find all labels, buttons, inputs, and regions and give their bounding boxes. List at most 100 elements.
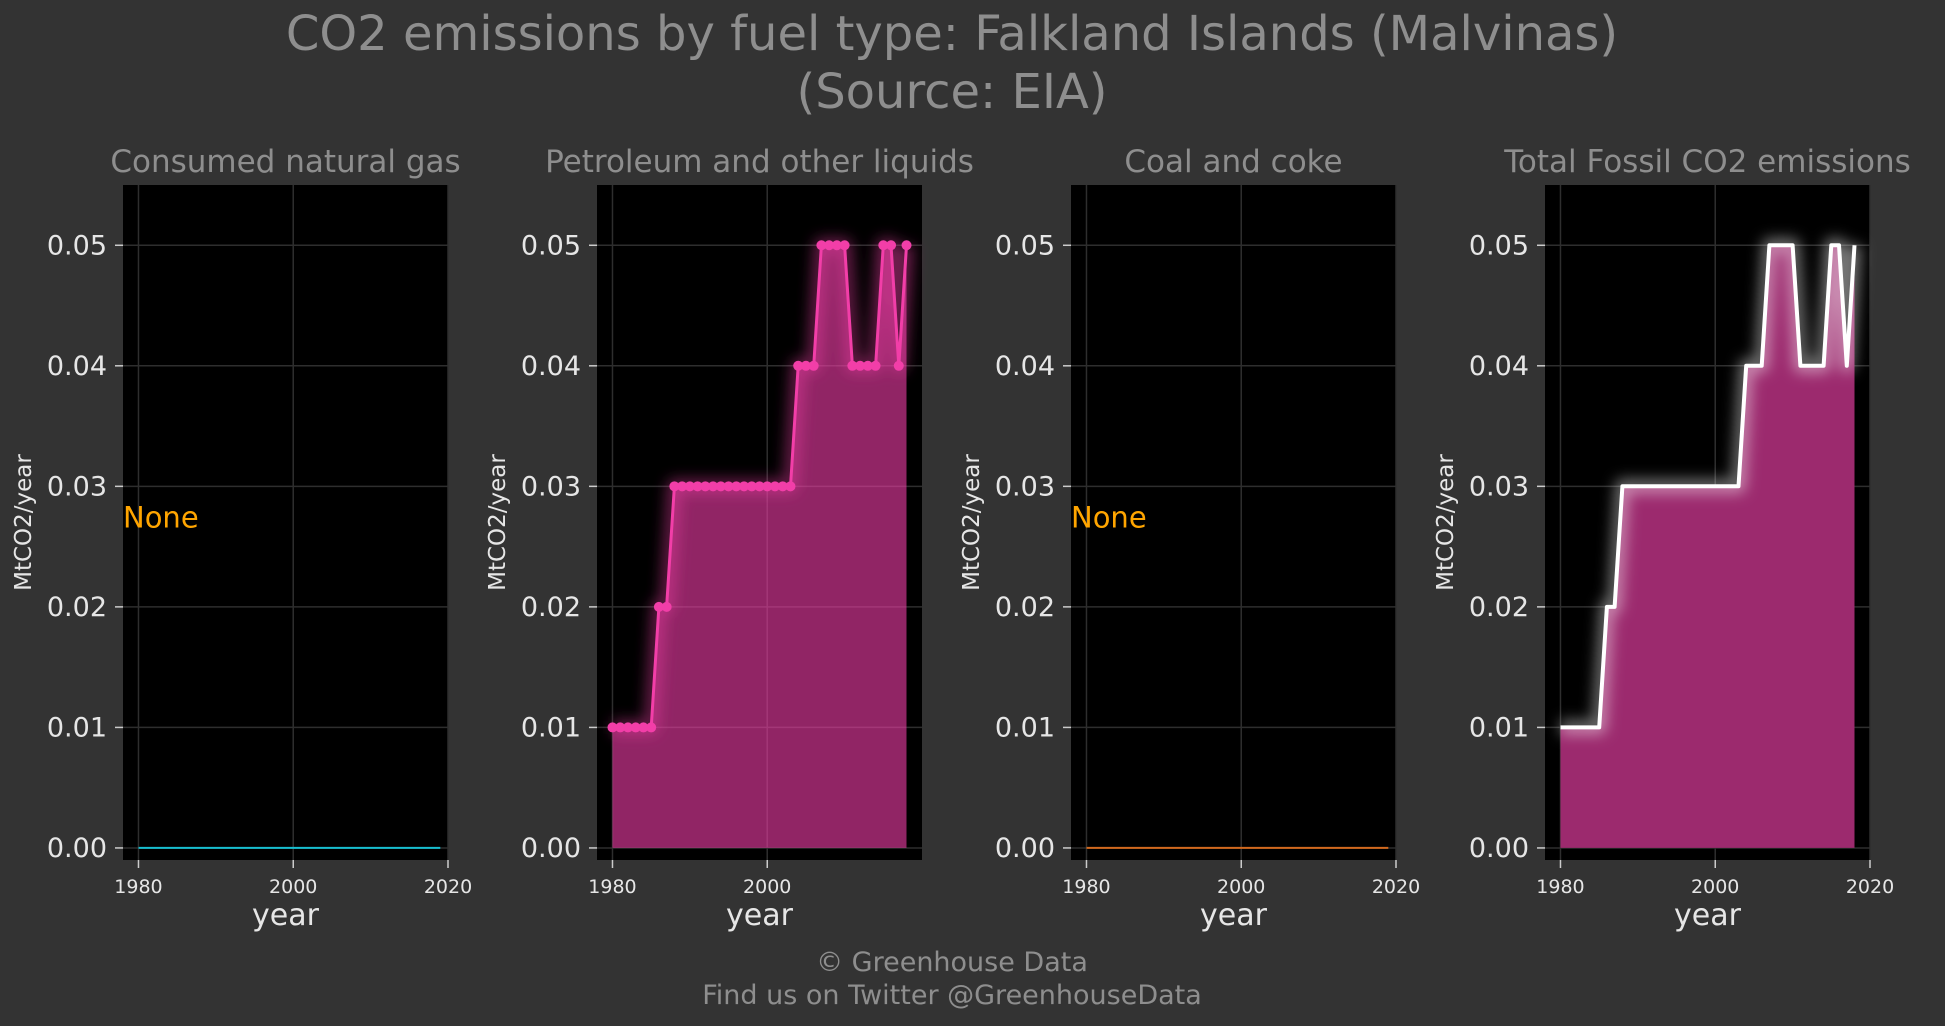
data-point	[878, 240, 889, 251]
data-point	[630, 722, 641, 733]
y-tick-label: 0.04	[521, 351, 581, 382]
x-tick-label: 1980	[588, 876, 636, 898]
data-point	[739, 481, 750, 492]
data-point	[824, 240, 835, 251]
y-tick-label: 0.03	[995, 471, 1055, 502]
data-point	[638, 722, 649, 733]
chart-subtitle: (Source: EIA)	[796, 64, 1107, 120]
y-tick-label: 0.00	[1469, 833, 1529, 864]
x-axis-label: year	[726, 898, 794, 933]
y-tick-label: 0.05	[1469, 230, 1529, 261]
data-point	[769, 481, 780, 492]
data-point	[731, 481, 742, 492]
data-point	[661, 601, 672, 612]
y-axis-label: MtCO2/year	[485, 454, 511, 591]
data-point	[708, 481, 719, 492]
panel-title: Consumed natural gas	[110, 144, 460, 180]
data-point	[622, 722, 633, 733]
y-tick-label: 0.00	[521, 833, 581, 864]
footer-credit: © Greenhouse Data	[816, 947, 1088, 978]
data-point	[746, 481, 757, 492]
data-point	[870, 360, 881, 371]
y-axis-label: MtCO2/year	[1433, 454, 1459, 591]
data-point	[684, 481, 695, 492]
data-point	[847, 360, 858, 371]
data-point	[777, 481, 788, 492]
data-point	[855, 360, 866, 371]
y-tick-label: 0.02	[995, 592, 1055, 623]
plot-area	[123, 185, 448, 860]
no-data-annotation: None	[1071, 500, 1147, 534]
y-tick-label: 0.03	[521, 471, 581, 502]
no-data-annotation: None	[123, 500, 199, 534]
y-tick-label: 0.05	[521, 230, 581, 261]
data-point	[669, 481, 680, 492]
y-tick-label: 0.03	[1469, 471, 1529, 502]
x-tick-label: 1980	[114, 876, 162, 898]
footer-twitter: Find us on Twitter @GreenhouseData	[702, 980, 1202, 1011]
y-tick-label: 0.04	[995, 351, 1055, 382]
y-tick-label: 0.02	[521, 592, 581, 623]
data-point	[831, 240, 842, 251]
panel-1: 0.00 0.01 0.02 0.03 0.04 0.05 1980 2000 2020 Cons…	[11, 144, 472, 933]
x-tick-label: 2020	[1372, 876, 1420, 898]
chart-title: CO2 emissions by fuel type: Falkland Isl…	[286, 6, 1618, 62]
data-point	[793, 360, 804, 371]
data-point	[677, 481, 688, 492]
y-tick-label: 0.01	[1469, 712, 1529, 743]
data-point	[862, 360, 873, 371]
y-tick-label: 0.05	[995, 230, 1055, 261]
series-line	[1560, 243, 1857, 730]
panel-title: Total Fossil CO2 emissions	[1503, 144, 1911, 180]
y-tick-label: 0.00	[995, 833, 1055, 864]
series-area	[612, 245, 907, 848]
data-point	[886, 240, 897, 251]
x-axis-label: year	[1674, 898, 1742, 933]
y-tick-label: 0.01	[47, 712, 107, 743]
y-tick-label: 0.03	[47, 471, 107, 502]
data-point	[607, 722, 618, 733]
panel-title: Petroleum and other liquids	[545, 144, 974, 180]
y-tick-label: 0.02	[1469, 592, 1529, 623]
data-point	[715, 481, 726, 492]
y-axis-label: MtCO2/year	[11, 454, 37, 591]
y-tick-label: 0.01	[521, 712, 581, 743]
data-point	[800, 360, 811, 371]
panels: 0.00 0.01 0.02 0.03 0.04 0.05 1980 2000 2020 Cons…	[11, 144, 1911, 933]
data-point	[839, 240, 850, 251]
y-axis-label: MtCO2/year	[959, 454, 985, 591]
x-tick-label: 2020	[1846, 876, 1894, 898]
x-tick-label: 2000	[1217, 876, 1265, 898]
x-tick-label: 2000	[1691, 876, 1739, 898]
data-point	[646, 722, 657, 733]
data-point	[762, 481, 773, 492]
panel-title: Coal and coke	[1124, 144, 1342, 180]
panel-2: 0.00 0.01 0.02 0.03 0.04 0.05 1980 2000 Petroleu…	[485, 144, 974, 933]
data-point	[615, 722, 626, 733]
y-tick-label: 0.04	[1469, 351, 1529, 382]
series-area	[1560, 245, 1855, 848]
y-tick-label: 0.00	[47, 833, 107, 864]
data-point	[653, 601, 664, 612]
data-point	[901, 240, 912, 251]
data-point	[700, 481, 711, 492]
y-tick-label: 0.02	[47, 592, 107, 623]
x-axis-label: year	[1200, 898, 1268, 933]
y-tick-label: 0.04	[47, 351, 107, 382]
data-point	[785, 481, 796, 492]
x-axis-label: year	[252, 898, 320, 933]
x-tick-label: 1980	[1062, 876, 1110, 898]
data-point	[808, 360, 819, 371]
x-tick-label: 2020	[424, 876, 472, 898]
data-point	[692, 481, 703, 492]
x-tick-label: 2000	[743, 876, 791, 898]
panel-3: 0.00 0.01 0.02 0.03 0.04 0.05 1980 2000 2020 Coal…	[959, 144, 1420, 933]
y-tick-label: 0.05	[47, 230, 107, 261]
x-tick-label: 2000	[269, 876, 317, 898]
data-point	[723, 481, 734, 492]
panel-4: 0.00 0.01 0.02 0.03 0.04 0.05 1980 2000 2020 Tota…	[1433, 144, 1911, 933]
data-point	[893, 360, 904, 371]
data-point	[754, 481, 765, 492]
plot-area	[1071, 185, 1396, 860]
x-tick-label: 1980	[1536, 876, 1584, 898]
